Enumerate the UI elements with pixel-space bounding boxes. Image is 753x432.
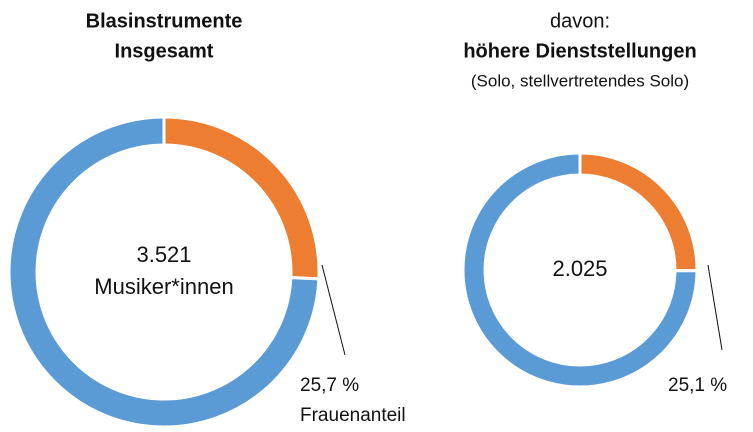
center-label: Musiker*innen <box>94 274 233 299</box>
donut-segment <box>578 151 699 273</box>
center-label: 3.521 <box>136 242 191 267</box>
donut-segment <box>461 151 699 389</box>
leader-line <box>707 264 723 351</box>
chart-title: Blasinstrumente <box>86 10 243 32</box>
note: (Solo, stellvertretendes Solo) <box>471 71 689 90</box>
annotation: Frauenanteil <box>300 405 406 426</box>
chart-title: höhere Dienststellungen <box>463 40 696 62</box>
chart-title: Insgesamt <box>115 40 214 62</box>
center-label: 2.025 <box>552 256 607 281</box>
leader-line <box>321 264 346 356</box>
donut-segment <box>7 115 321 429</box>
subtitle: davon: <box>550 10 610 32</box>
value-label: 25,1 % <box>668 375 727 396</box>
value-label: 25,7 % <box>300 375 359 396</box>
